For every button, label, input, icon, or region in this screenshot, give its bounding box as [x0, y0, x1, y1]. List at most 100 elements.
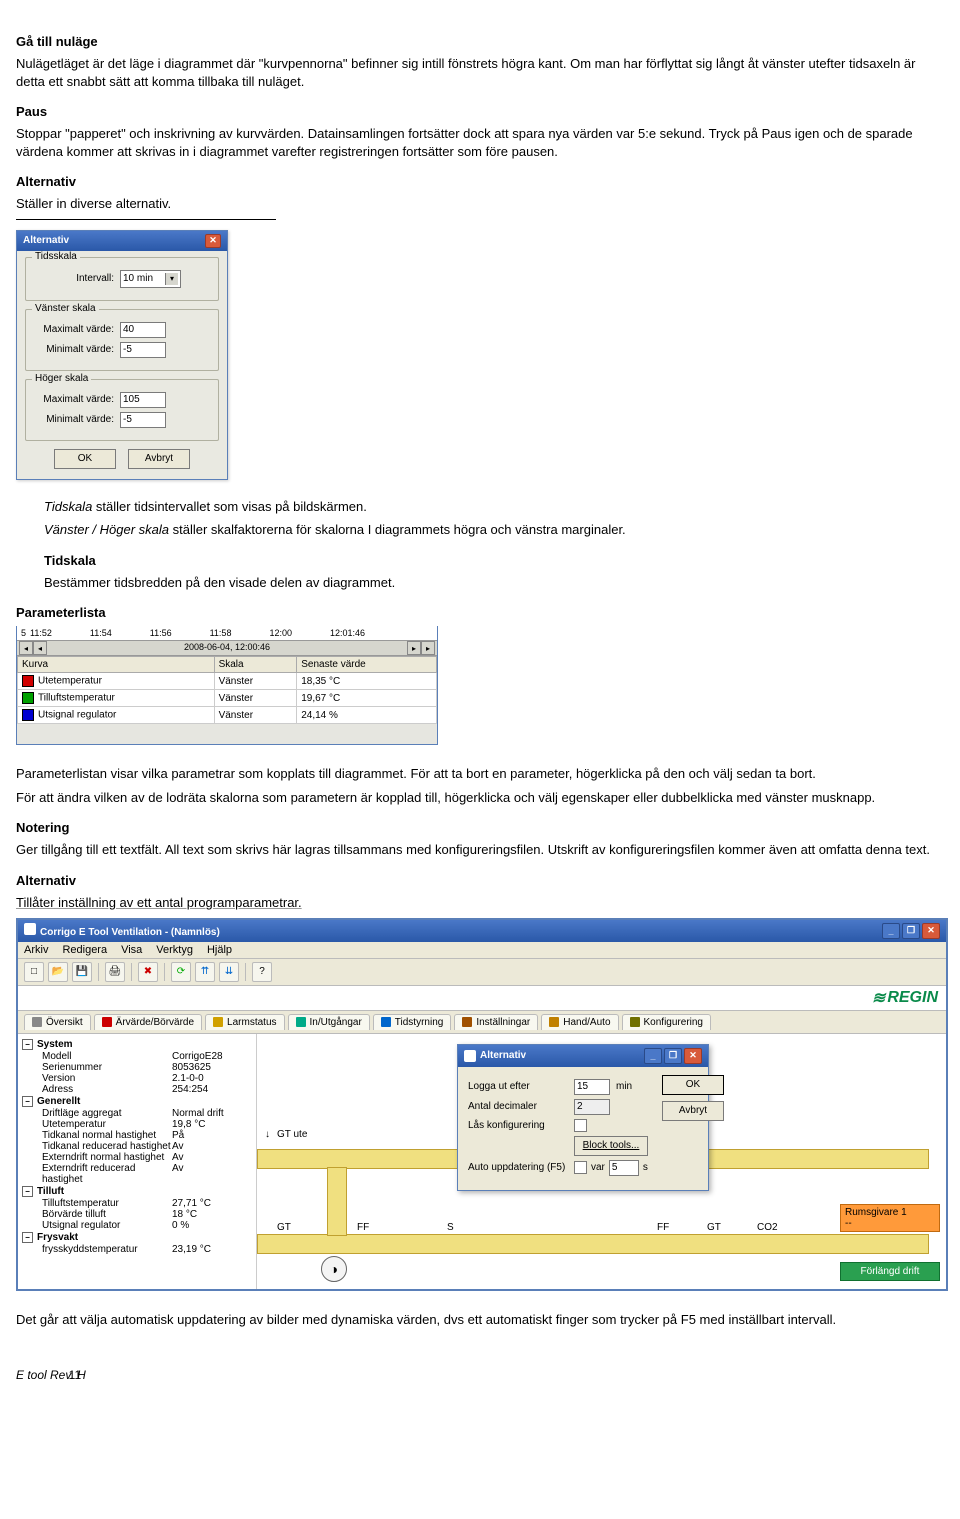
tb-print-icon[interactable]: 🖨: [105, 962, 125, 982]
col-kurva[interactable]: Kurva: [18, 657, 215, 673]
tb-download-icon[interactable]: ⇊: [219, 962, 239, 982]
input-vanster-max[interactable]: 40: [120, 322, 166, 338]
tab-larm[interactable]: Larmstatus: [205, 1014, 284, 1030]
tree-utsig: Utsignal regulator0 %: [22, 1220, 252, 1231]
para-alt2: Tillåter inställning av ett antal progra…: [16, 894, 944, 912]
scroll-right2-icon[interactable]: ▸: [421, 641, 435, 655]
label-gt-ute: GT ute: [277, 1129, 307, 1140]
close-icon[interactable]: ✕: [922, 923, 940, 939]
tab-tid[interactable]: Tidstyrning: [373, 1014, 452, 1030]
tree-frys[interactable]: −Frysvakt: [22, 1231, 252, 1244]
label-min2: Minimalt värde:: [34, 414, 120, 425]
scroll-left2-icon[interactable]: ◂: [33, 641, 47, 655]
tb-upload-icon[interactable]: ⇈: [195, 962, 215, 982]
axis-row: 5 11:52 11:54 11:56 11:58 12:00 12:01:46: [17, 626, 437, 641]
tab-oversikt[interactable]: Översikt: [24, 1014, 91, 1030]
col-skala[interactable]: Skala: [214, 657, 297, 673]
input-logga[interactable]: 15: [574, 1079, 610, 1095]
heading-paus: Paus: [16, 104, 944, 119]
tb-new-icon[interactable]: □: [24, 962, 44, 982]
label-dec: Antal decimaler: [468, 1101, 574, 1112]
forlangd-button[interactable]: Förlängd drift: [840, 1262, 940, 1281]
table-row[interactable]: Utetemperatur Vänster 18,35 °C: [18, 673, 437, 690]
tb-save-icon[interactable]: 💾: [72, 962, 92, 982]
fieldset-vanster: Vänster skala Maximalt värde:40 Minimalt…: [25, 309, 219, 371]
tree-system[interactable]: −System: [22, 1038, 252, 1051]
tree-ered: Externdrift reducerad hastighetAv: [22, 1163, 252, 1185]
heading-alt2: Alternativ: [16, 873, 944, 888]
menu-visa[interactable]: Visa: [121, 944, 142, 956]
tree-generellt[interactable]: −Generellt: [22, 1095, 252, 1108]
col-senaste[interactable]: Senaste värde: [297, 657, 437, 673]
page-number: 11: [69, 1368, 81, 1382]
swatch-icon: [22, 709, 34, 721]
scroll-right-icon[interactable]: ▸: [407, 641, 421, 655]
popup-min-icon[interactable]: _: [644, 1048, 662, 1064]
tb-sync-icon[interactable]: ⟳: [171, 962, 191, 982]
popup-ok-button[interactable]: OK: [662, 1075, 724, 1095]
timestamp-label: 2008-06-04, 12:00:46: [47, 642, 407, 654]
axis-tick: 11:52: [30, 628, 52, 638]
rumsgivare-box[interactable]: Rumsgivare 1--: [840, 1204, 940, 1232]
popup-close-icon[interactable]: ✕: [684, 1048, 702, 1064]
tb-disconnect-icon[interactable]: ✖: [138, 962, 158, 982]
input-vanster-min[interactable]: -5: [120, 342, 166, 358]
ok-button[interactable]: OK: [54, 449, 116, 469]
dropdown-intervall[interactable]: 10 min ▾: [120, 270, 181, 288]
minimize-icon[interactable]: _: [882, 923, 900, 939]
table-row[interactable]: Utsignal regulator Vänster 24,14 %: [18, 707, 437, 724]
menu-hjalp[interactable]: Hjälp: [207, 944, 232, 956]
tree-drift: Driftläge aggregatNormal drift: [22, 1108, 252, 1119]
maximize-icon[interactable]: ❐: [902, 923, 920, 939]
scroll-row: ◂ ◂ 2008-06-04, 12:00:46 ▸ ▸: [17, 641, 437, 656]
popup-max-icon[interactable]: ❐: [664, 1048, 682, 1064]
tab-konfig[interactable]: Konfigurering: [622, 1014, 711, 1030]
y-marker: 5: [21, 628, 26, 638]
block-tools-button[interactable]: Block tools...: [574, 1136, 648, 1156]
tree-enorm: Externdrift normal hastighetAv: [22, 1152, 252, 1163]
label-max: Maximalt värde:: [34, 324, 120, 335]
window-title: Corrigo E Tool Ventilation - (Namnlös): [40, 927, 220, 938]
close-icon[interactable]: ✕: [205, 234, 221, 248]
label-ff: FF: [357, 1222, 369, 1233]
tab-io[interactable]: In/Utgångar: [288, 1014, 370, 1030]
window-titlebar: Corrigo E Tool Ventilation - (Namnlös) _…: [18, 920, 946, 942]
tree-tnorm: Tidkanal normal hastighetPå: [22, 1130, 252, 1141]
checkbox-las[interactable]: [574, 1119, 587, 1132]
tree-ftemp: frysskyddstemperatur23,19 °C: [22, 1244, 252, 1255]
menu-redigera[interactable]: Redigera: [62, 944, 107, 956]
input-hoger-min[interactable]: -5: [120, 412, 166, 428]
legend-vanster: Vänster skala: [32, 303, 99, 314]
menu-arkiv[interactable]: Arkiv: [24, 944, 48, 956]
checkbox-auto[interactable]: [574, 1161, 587, 1174]
para-paus: Stoppar "papperet" och inskrivning av ku…: [16, 125, 944, 160]
para-closing: Det går att välja automatisk uppdatering…: [16, 1311, 944, 1329]
label-min: Minimalt värde:: [34, 344, 120, 355]
tb-help-icon[interactable]: ?: [252, 962, 272, 982]
input-auto[interactable]: 5: [609, 1160, 639, 1176]
tb-open-icon[interactable]: 📂: [48, 962, 68, 982]
tree-tilluft[interactable]: −Tilluft: [22, 1185, 252, 1198]
label-gt2: GT: [707, 1222, 721, 1233]
etool-window: Corrigo E Tool Ventilation - (Namnlös) _…: [16, 918, 948, 1291]
brandbar: ≋REGIN: [18, 986, 946, 1011]
menubar: Arkiv Redigera Visa Verktyg Hjälp: [18, 942, 946, 959]
avbryt-button[interactable]: Avbryt: [128, 449, 190, 469]
table-row[interactable]: Tilluftstemperatur Vänster 19,67 °C: [18, 690, 437, 707]
tab-inst[interactable]: Inställningar: [454, 1014, 538, 1030]
label-logga: Logga ut efter: [468, 1081, 574, 1092]
parameter-table: Kurva Skala Senaste värde Utetemperatur …: [17, 656, 437, 724]
unit-s: s: [643, 1162, 648, 1173]
popup-avbryt-button[interactable]: Avbryt: [662, 1101, 724, 1121]
tab-hand[interactable]: Hand/Auto: [541, 1014, 618, 1030]
parameter-panel: 5 11:52 11:54 11:56 11:58 12:00 12:01:46…: [16, 626, 438, 745]
label-ff2: FF: [657, 1222, 669, 1233]
tab-arvarde[interactable]: Ärvärde/Börvärde: [94, 1014, 202, 1030]
input-hoger-max[interactable]: 105: [120, 392, 166, 408]
para-alternativ: Ställer in diverse alternativ.: [16, 195, 944, 213]
tree-panel: −System ModellCorrigoE28 Serienummer8053…: [18, 1034, 257, 1289]
scroll-left-icon[interactable]: ◂: [19, 641, 33, 655]
tree-adress: Adress254:254: [22, 1084, 252, 1095]
menu-verktyg[interactable]: Verktyg: [156, 944, 193, 956]
tree-tred: Tidkanal reducerad hastighetAv: [22, 1141, 252, 1152]
